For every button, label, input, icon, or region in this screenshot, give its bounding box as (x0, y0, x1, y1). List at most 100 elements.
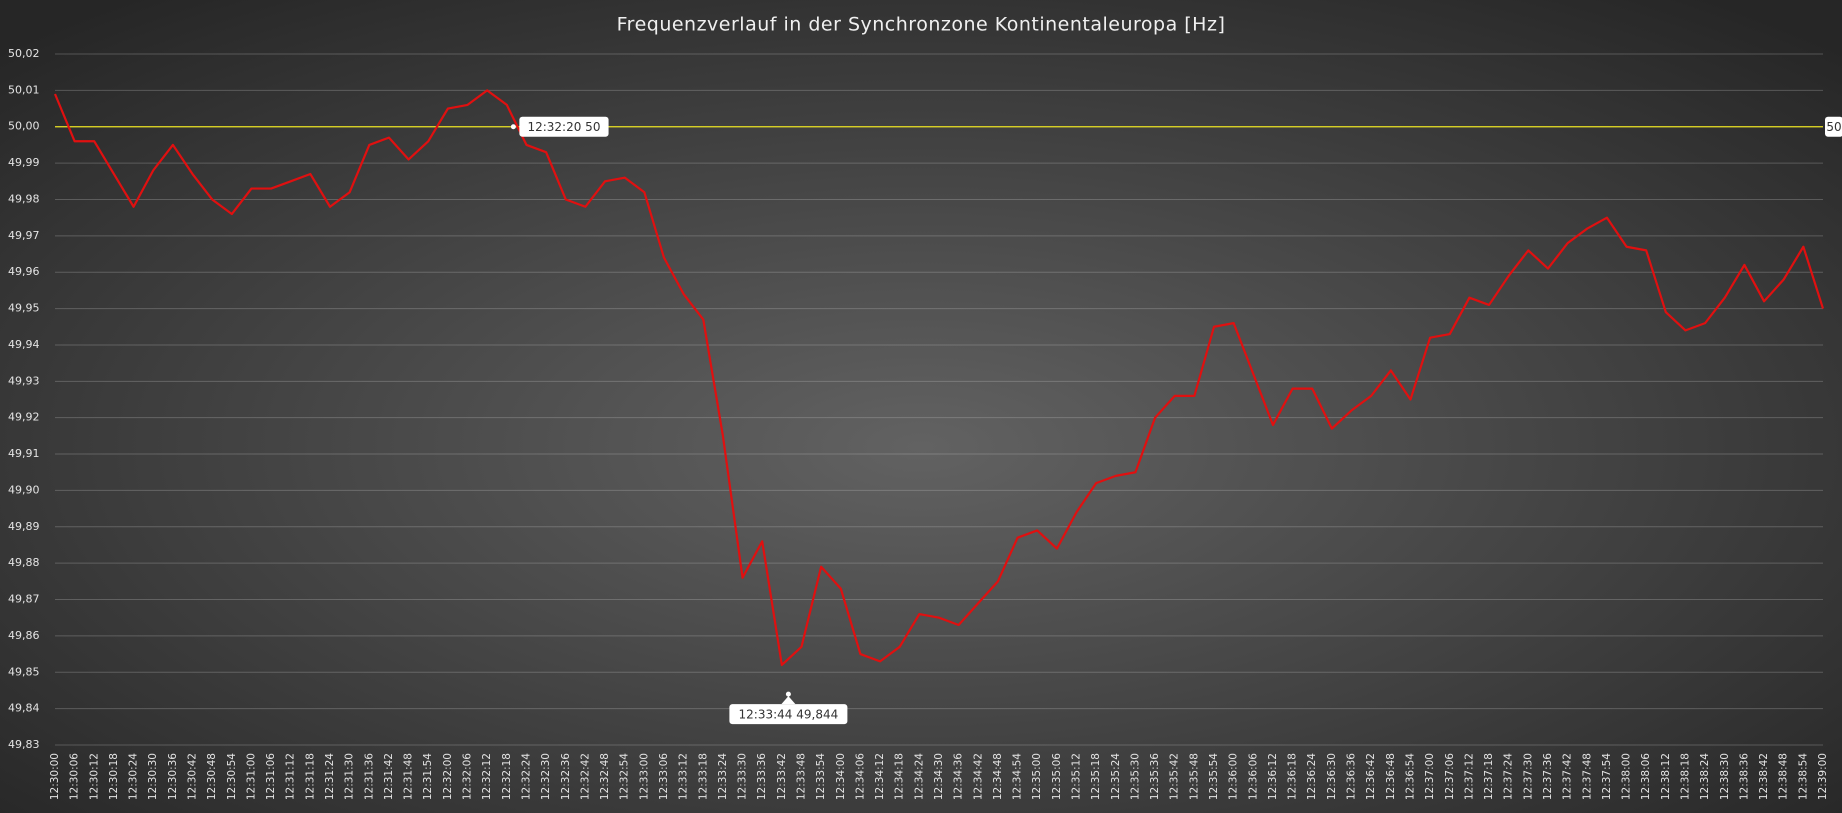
x-tick-label: 12:36:48 (1385, 753, 1397, 800)
annotation: 12:33:44 49,844 (729, 691, 848, 725)
x-tick-label: 12:33:36 (756, 753, 768, 800)
x-tick-label: 12:30:30 (147, 753, 159, 800)
x-tick-label: 12:36:12 (1267, 753, 1279, 800)
y-tick-label: 49,92 (8, 411, 40, 424)
x-tick-label: 12:30:18 (108, 753, 120, 800)
x-tick-label: 12:31:36 (363, 753, 375, 800)
annotation-box (519, 116, 609, 137)
x-tick-label: 12:38:42 (1758, 753, 1770, 800)
x-tick-label: 12:38:30 (1719, 753, 1731, 800)
y-tick-label: 49,84 (8, 702, 40, 715)
x-tick-label: 12:33:18 (697, 753, 709, 800)
x-tick-label: 12:32:30 (540, 753, 552, 800)
x-tick-label: 12:37:48 (1581, 753, 1593, 800)
x-tick-label: 12:30:36 (167, 753, 179, 800)
x-tick-label: 12:38:18 (1679, 753, 1691, 800)
x-tick-label: 12:38:36 (1738, 753, 1750, 800)
y-tick-label: 49,86 (8, 629, 40, 642)
x-tick-label: 12:37:24 (1503, 753, 1515, 800)
x-tick-label: 12:30:12 (88, 753, 100, 800)
x-tick-label: 12:35:54 (1208, 753, 1220, 800)
x-tick-label: 12:36:00 (1228, 753, 1240, 800)
x-tick-label: 12:33:54 (815, 753, 827, 800)
x-tick-label: 12:31:12 (285, 753, 297, 800)
y-tick-label: 49,94 (8, 338, 40, 351)
annotation-arrow (781, 696, 796, 705)
x-tick-label: 12:30:24 (128, 753, 140, 800)
y-tick-label: 49,95 (8, 302, 40, 315)
x-tick-label: 12:34:18 (894, 753, 906, 800)
x-tick-label: 12:30:00 (49, 753, 61, 800)
annotation-box (729, 704, 848, 725)
label-box (1825, 116, 1842, 137)
x-tick-label: 12:32:36 (560, 753, 572, 800)
x-tick-label: 12:34:36 (953, 753, 965, 800)
x-tick-label: 12:38:00 (1621, 753, 1633, 800)
y-tick-label: 49,90 (8, 483, 40, 496)
x-tick-label: 12:34:12 (874, 753, 886, 800)
x-tick-label: 12:36:42 (1365, 753, 1377, 800)
x-tick-label: 12:38:54 (1797, 753, 1809, 800)
x-tick-label: 12:31:42 (383, 753, 395, 800)
annotation-text: 12:33:44 49,844 (739, 708, 839, 722)
x-tick-label: 12:39:00 (1817, 753, 1829, 800)
x-tick-label: 12:37:30 (1522, 753, 1534, 800)
x-tick-label: 12:36:54 (1404, 753, 1416, 800)
x-tick-label: 12:33:06 (658, 753, 670, 800)
y-tick-label: 50,01 (8, 83, 40, 96)
data-line (53, 89, 1825, 667)
x-tick-label: 12:32:54 (619, 753, 631, 800)
x-tick-label: 12:34:06 (854, 753, 866, 800)
x-tick-label: 12:35:06 (1051, 753, 1063, 800)
x-tick-label: 12:36:30 (1326, 753, 1338, 800)
x-tick-label: 12:33:12 (678, 753, 690, 800)
annotation-text: 12:32:20 50 (527, 120, 600, 134)
x-tick-label: 12:37:06 (1444, 753, 1456, 800)
x-tick-label: 12:35:18 (1090, 753, 1102, 800)
x-tick-label: 12:35:24 (1110, 753, 1122, 800)
x-tick-label: 12:31:30 (344, 753, 356, 800)
x-tick-label: 12:35:30 (1129, 753, 1141, 800)
y-tick-label: 49,98 (8, 192, 40, 205)
chart-title: Frequenzverlauf in der Synchronzone Kont… (617, 14, 1226, 36)
x-tick-label: 12:31:54 (422, 753, 434, 800)
x-tick-label: 12:33:30 (737, 753, 749, 800)
y-tick-label: 49,96 (8, 265, 40, 278)
x-tick-label: 12:33:00 (638, 753, 650, 800)
x-tick-label: 12:37:54 (1601, 753, 1613, 800)
x-tick-label: 12:30:06 (69, 753, 81, 800)
x-tick-label: 12:32:18 (501, 753, 513, 800)
x-tick-label: 12:34:54 (1012, 753, 1024, 800)
x-tick-label: 12:31:48 (403, 753, 415, 800)
annotation-point (785, 691, 791, 697)
x-tick-label: 12:38:12 (1660, 753, 1672, 800)
x-tick-label: 12:34:48 (992, 753, 1004, 800)
x-tick-label: 12:34:42 (972, 753, 984, 800)
x-tick-label: 12:35:00 (1031, 753, 1043, 800)
y-tick-label: 50,00 (8, 120, 40, 133)
y-tick-label: 49,99 (8, 156, 40, 169)
y-tick-label: 49,89 (8, 520, 40, 533)
x-tick-label: 12:34:24 (913, 753, 925, 800)
y-tick-label: 49,97 (8, 229, 40, 242)
y-tick-label: 49,88 (8, 556, 40, 569)
x-tick-label: 12:37:42 (1562, 753, 1574, 800)
y-tick-label: 50,02 (8, 47, 40, 60)
x-tick-label: 12:30:54 (226, 753, 238, 800)
x-tick-label: 12:30:48 (206, 753, 218, 800)
x-tick-label: 12:36:36 (1346, 753, 1358, 800)
x-tick-label: 12:32:00 (442, 753, 454, 800)
x-tick-label: 12:37:36 (1542, 753, 1554, 800)
x-tick-label: 12:38:24 (1699, 753, 1711, 800)
x-tick-label: 12:33:24 (717, 753, 729, 800)
annotation-point (510, 124, 516, 130)
x-tick-label: 12:31:24 (324, 753, 336, 800)
x-tick-label: 12:35:42 (1169, 753, 1181, 800)
reference-label-text: 50 (1826, 120, 1841, 134)
x-tick-label: 12:31:06 (265, 753, 277, 800)
x-tick-label: 12:33:42 (776, 753, 788, 800)
y-tick-label: 49,83 (8, 738, 40, 751)
y-tick-label: 49,91 (8, 447, 40, 460)
